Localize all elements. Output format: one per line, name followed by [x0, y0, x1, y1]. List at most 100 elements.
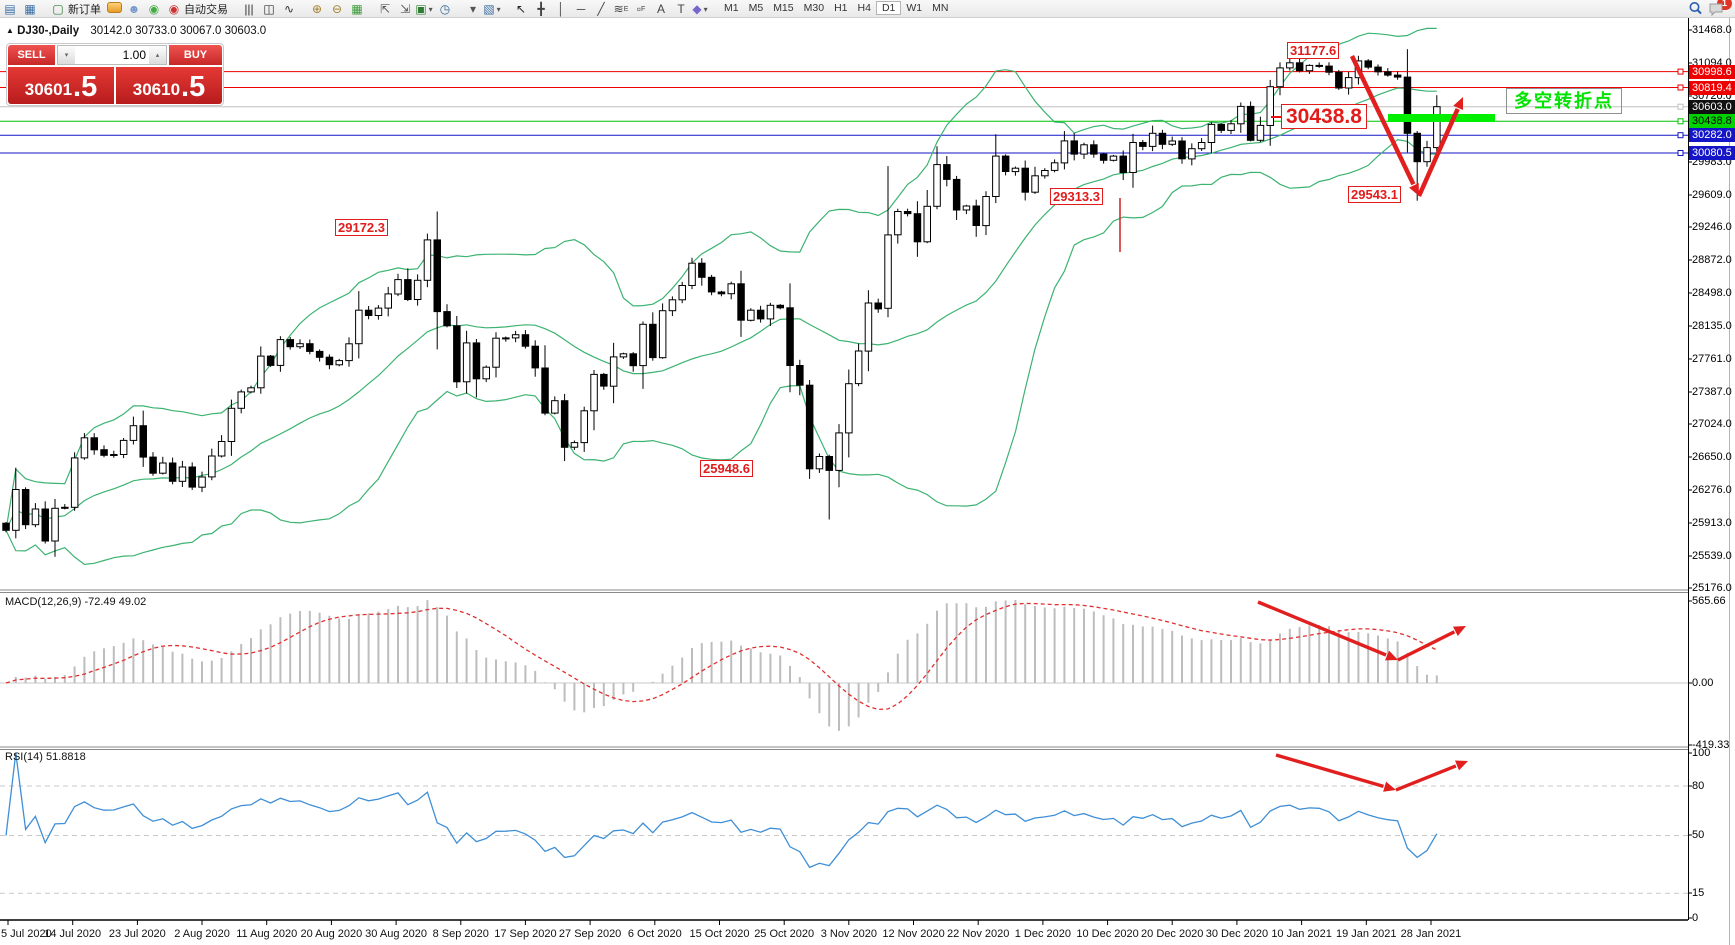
timeframe-m5[interactable]: M5 [748, 2, 764, 14]
indicator-add-icon[interactable]: ⇲ [399, 2, 411, 16]
date-tick: 28 Jan 2021 [1400, 928, 1462, 940]
price-tick: 28135.0 [1692, 320, 1732, 332]
date-tick: 2 Aug 2020 [174, 928, 230, 940]
bar-chart-icon[interactable]: ||| [244, 2, 254, 16]
macd-tick: 565.66 [1692, 595, 1726, 607]
timeframe-d1[interactable]: D1 [875, 1, 902, 15]
auto-trading-button[interactable]: 自动交易 [184, 4, 228, 16]
price-annotation[interactable]: 31177.6 [1287, 42, 1340, 59]
profile-icon[interactable]: ☻ [127, 2, 141, 16]
turning-point-annotation[interactable]: 多空转折点 [1506, 88, 1622, 114]
tile-windows-icon[interactable]: ▦ [351, 2, 363, 16]
macd-tick: -419.33 [1692, 739, 1730, 751]
date-tick: 23 Jul 2020 [108, 928, 166, 940]
date-tick: 12 Nov 2020 [882, 928, 945, 940]
price-annotation[interactable]: 29543.1 [1348, 186, 1401, 203]
clock-icon[interactable]: ◷ [439, 2, 451, 16]
text-icon[interactable]: A [656, 2, 665, 16]
price-level-badge: 30438.8 [1689, 114, 1735, 129]
zoom-out-icon[interactable]: ⊖ [331, 2, 343, 16]
chat-icon[interactable]: 1 [1706, 0, 1732, 16]
price-annotation[interactable]: 29313.3 [1050, 188, 1103, 205]
cursor-icon[interactable]: ↖ [515, 2, 527, 16]
date-tick: 30 Dec 2020 [1205, 928, 1269, 940]
sell-price-main: 30601 [24, 80, 73, 99]
buy-button[interactable]: BUY [169, 45, 222, 65]
price-tick: 26650.0 [1692, 451, 1732, 463]
date-tick: 1 Dec 2020 [1014, 928, 1072, 940]
fibonacci-icon[interactable]: ≋ E [613, 2, 629, 16]
price-level-badge: 30080.5 [1689, 146, 1735, 161]
date-tick: 19 Jan 2021 [1335, 928, 1397, 940]
line-chart-icon[interactable]: ∿ [283, 2, 295, 16]
timeframe-h1[interactable]: H1 [834, 2, 848, 14]
rsi-tick: 100 [1692, 747, 1711, 759]
zoom-in-icon[interactable]: ⊕ [311, 2, 323, 16]
volume-input[interactable] [75, 46, 149, 64]
price-tick: 25539.0 [1692, 550, 1732, 562]
rsi-tick: 15 [1692, 887, 1705, 899]
indicator-window-icon[interactable]: ⇱ [379, 2, 391, 16]
price-tick: 29609.0 [1692, 189, 1732, 201]
date-tick: 11 Aug 2020 [236, 928, 298, 940]
horizontal-line-icon[interactable]: ─ [576, 2, 586, 16]
shapes-icon[interactable]: ◆ ▾ [692, 2, 708, 16]
date-tick: 10 Dec 2020 [1076, 928, 1139, 940]
macd-label: MACD(12,26,9) -72.49 49.02 [5, 596, 147, 608]
volume-increase-button[interactable]: ▴ [149, 46, 166, 64]
price-tick: 27387.0 [1692, 386, 1732, 398]
rsi-tick: 0 [1692, 912, 1699, 924]
new-chart-icon[interactable]: ▣ ▾ [415, 2, 433, 16]
date-tick: 10 Jan 2021 [1271, 928, 1332, 940]
sell-price-button[interactable]: 30601 .5 [8, 67, 114, 104]
price-tick: 25913.0 [1692, 517, 1732, 529]
price-annotation[interactable]: 30438.8 [1281, 104, 1367, 129]
price-level-badge: 30998.6 [1689, 64, 1735, 79]
rsi-tick: 50 [1692, 829, 1705, 841]
price-tick: 25176.0 [1692, 582, 1732, 594]
chart-title: ▲ DJ30-,Daily 30142.0 30733.0 30067.0 30… [6, 25, 266, 37]
rsi-tick: 80 [1692, 780, 1705, 792]
new-order-button[interactable]: 新订单 [68, 4, 101, 16]
timeframe-w1[interactable]: W1 [906, 2, 923, 14]
new-order-icon[interactable]: ▢ [52, 2, 64, 16]
buy-price-button[interactable]: 30610 .5 [116, 67, 222, 104]
macd-tick: 0.00 [1692, 677, 1714, 689]
candle-chart-icon[interactable]: ◫ [263, 2, 275, 16]
date-tick: 17 Sep 2020 [494, 928, 557, 940]
text-label-icon[interactable]: T [677, 2, 685, 16]
date-tick: 22 Nov 2020 [946, 928, 1010, 940]
chart-search-icon[interactable]: ▦ [24, 2, 36, 16]
price-tick: 26276.0 [1692, 484, 1732, 496]
chart-template-icon[interactable]: ▧ ▾ [483, 2, 501, 16]
sell-price-frac: .5 [73, 71, 98, 103]
search-icon[interactable] [1686, 1, 1704, 16]
buy-price-main: 30610 [132, 80, 181, 99]
price-annotation[interactable]: 25948.6 [700, 460, 753, 477]
price-tick: 28498.0 [1692, 287, 1732, 299]
price-annotation[interactable]: 29172.3 [335, 219, 388, 236]
price-level-badge: 30282.0 [1689, 128, 1735, 143]
timeframe-m1[interactable]: M1 [724, 2, 739, 14]
sell-button[interactable]: SELL [8, 45, 55, 65]
trendline-icon[interactable]: ╱ [597, 2, 605, 16]
market-watch-icon[interactable]: ▤ [4, 2, 16, 16]
date-tick: 6 Oct 2020 [627, 928, 682, 940]
auto-trading-icon[interactable]: ◉ [168, 2, 180, 16]
timeframe-h4[interactable]: H4 [857, 2, 871, 14]
price-tick: 28872.0 [1692, 254, 1732, 266]
grid-icon[interactable]: ▫ F [636, 2, 646, 16]
crosshair-icon[interactable]: ╋ [537, 2, 545, 16]
date-tick: 14 Jul 2020 [44, 928, 102, 940]
deposit-icon[interactable] [105, 0, 123, 15]
date-tick: 15 Oct 2020 [689, 928, 750, 940]
timeframe-m30[interactable]: M30 [803, 2, 825, 14]
vertical-line-icon[interactable]: │ [557, 2, 565, 16]
template-caret-icon[interactable]: ▾ [469, 2, 477, 16]
volume-decrease-button[interactable]: ▾ [58, 46, 75, 64]
collapse-icon[interactable]: ▲ [6, 26, 14, 35]
timeframe-m15[interactable]: M15 [773, 2, 794, 14]
signal-icon[interactable]: ◉ [148, 2, 160, 16]
timeframe-mn[interactable]: MN [932, 2, 949, 14]
